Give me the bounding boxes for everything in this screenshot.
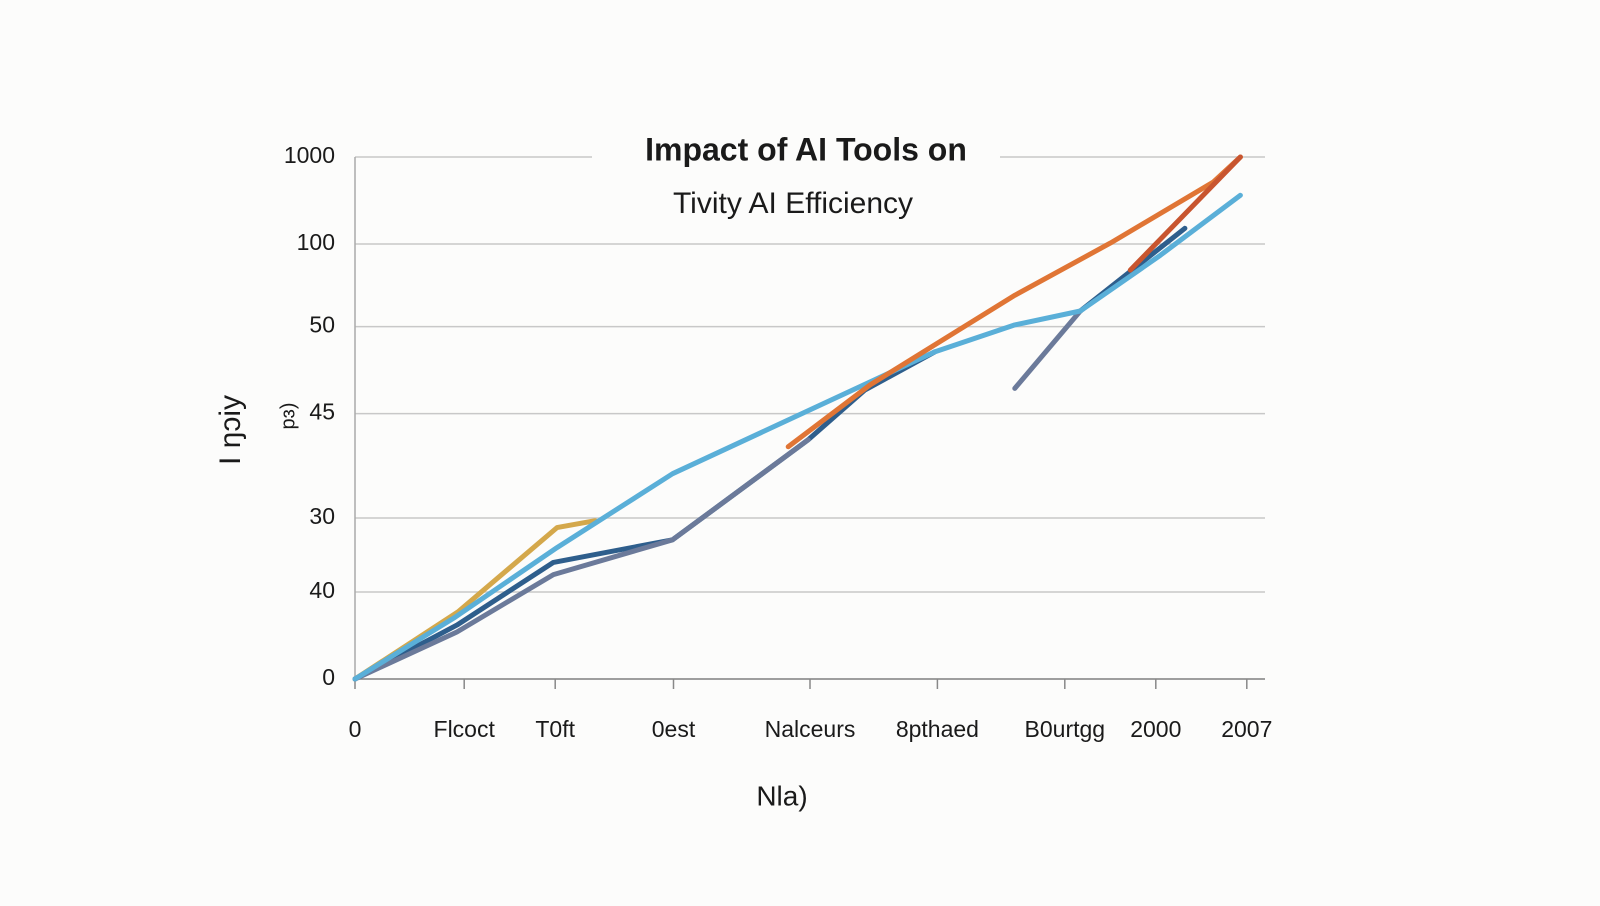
chart-title: Impact of AI Tools on bbox=[645, 131, 967, 167]
x-tick-label: 0 bbox=[349, 716, 362, 742]
y-tick-label: 1000 bbox=[284, 142, 335, 168]
y-tick-label: 40 bbox=[309, 577, 335, 603]
title-backdrop bbox=[592, 128, 1000, 176]
y-axis-label: I ŋɔiy bbox=[214, 395, 247, 465]
x-tick-label: 2000 bbox=[1130, 716, 1181, 742]
plot-area bbox=[352, 154, 1243, 682]
x-tick-label: B0urtgg bbox=[1025, 716, 1106, 742]
grid: 0 40 30 45 50 100 1000 0 Flcoct T0ft 0est Nalceurs 8… bbox=[284, 142, 1273, 742]
x-tick-label: Flcoct bbox=[434, 716, 496, 742]
y-axis-label-secondary: pɜ) bbox=[277, 403, 299, 430]
chart-subtitle: Tivity AI Efficiency bbox=[673, 187, 913, 220]
x-tick-label: 0est bbox=[652, 716, 696, 742]
x-tick-label: 2007 bbox=[1221, 716, 1272, 742]
x-tick-label: T0ft bbox=[535, 716, 575, 742]
y-tick-label: 100 bbox=[297, 229, 335, 255]
x-axis-label: Nla) bbox=[756, 780, 807, 811]
x-tick-label: Nalceurs bbox=[765, 716, 856, 742]
y-tick-label: 30 bbox=[309, 503, 335, 529]
y-tick-label: 50 bbox=[309, 312, 335, 338]
x-tick-label: 8pthaed bbox=[896, 716, 979, 742]
y-tick-label: 45 bbox=[309, 399, 335, 425]
series-line bbox=[352, 192, 1243, 682]
y-tick-label: 0 bbox=[322, 664, 335, 690]
series-line bbox=[1127, 154, 1243, 273]
series-line bbox=[352, 308, 1083, 682]
